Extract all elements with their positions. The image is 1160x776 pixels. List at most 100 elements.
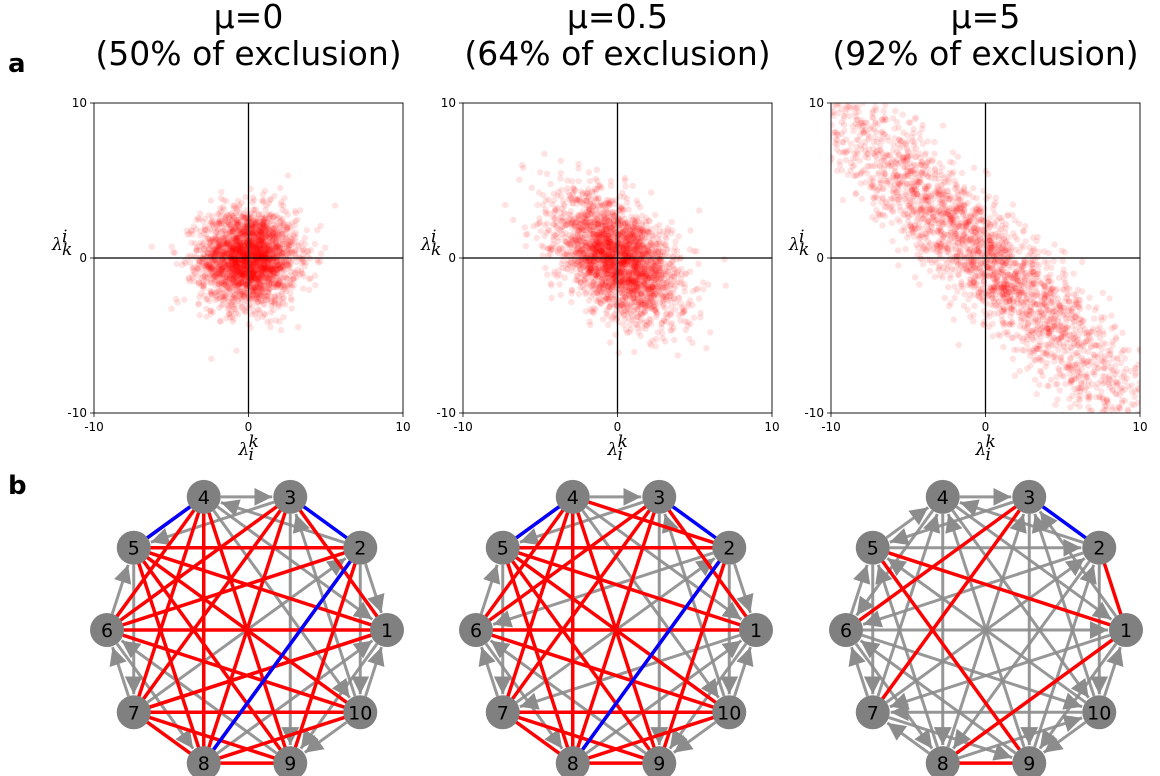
- scatter-point: [674, 352, 682, 359]
- scatter-point: [252, 268, 259, 275]
- scatter-point: [200, 230, 207, 237]
- scatter-point: [251, 245, 259, 252]
- scatter-point: [273, 259, 280, 266]
- scatter-point: [556, 226, 563, 233]
- scatter-point: [317, 222, 324, 230]
- scatter-point: [221, 281, 229, 288]
- scatter-point: [258, 267, 266, 274]
- scatter-point: [298, 239, 305, 246]
- scatter-point: [280, 258, 288, 266]
- scatter-point: [278, 274, 285, 281]
- scatter-point: [236, 283, 243, 291]
- scatter-point: [654, 329, 661, 336]
- scatter-point: [243, 274, 250, 281]
- scatter-point: [502, 201, 509, 209]
- scatter-point: [271, 270, 278, 277]
- scatter-point: [259, 221, 266, 228]
- scatter-point: [264, 262, 272, 270]
- scatter-point: [239, 247, 246, 254]
- scatter-point: [248, 277, 256, 285]
- scatter-point: [212, 296, 219, 304]
- scatter-point: [265, 249, 272, 257]
- y-tick-label: -10: [67, 406, 87, 420]
- scatter-point: [229, 262, 236, 269]
- scatter-point: [224, 251, 231, 258]
- scatter-point: [241, 251, 248, 258]
- scatter-point: [209, 264, 216, 271]
- scatter-point: [278, 250, 286, 257]
- scatter-point: [260, 257, 267, 264]
- scatter-point: [237, 264, 244, 271]
- scatter-point: [262, 247, 269, 255]
- scatter-point: [268, 280, 275, 287]
- scatter-point: [204, 249, 211, 257]
- scatter-point: [232, 287, 239, 294]
- scatter-point: [227, 221, 234, 229]
- scatter-point: [254, 276, 261, 283]
- y-tick-label: 0: [79, 251, 87, 265]
- scatter-point: [218, 244, 226, 252]
- scatter-point: [619, 253, 626, 261]
- scatter-point: [237, 263, 245, 271]
- scatter-point: [251, 243, 258, 250]
- scatter-point: [580, 201, 587, 208]
- scatter-point: [254, 270, 261, 278]
- scatter-point: [279, 245, 286, 253]
- scatter-point: [213, 270, 221, 277]
- scatter-point: [579, 189, 587, 197]
- scatter-point: [242, 298, 249, 305]
- scatter-point: [265, 230, 272, 238]
- scatter-point: [251, 249, 258, 256]
- scatter-point: [284, 247, 291, 255]
- scatter-point: [189, 271, 196, 279]
- scatter-point: [281, 284, 288, 291]
- scatter-point: [251, 228, 259, 235]
- scatter-point: [262, 266, 270, 273]
- scatter-point: [265, 267, 272, 274]
- scatter-point: [223, 273, 231, 280]
- scatter-point: [232, 276, 239, 283]
- scatter-point: [213, 248, 220, 255]
- scatter-point: [266, 270, 274, 278]
- scatter-point: [256, 250, 263, 258]
- scatter-point: [566, 244, 573, 251]
- scatter-point: [225, 288, 232, 296]
- scatter-point: [225, 304, 233, 311]
- scatter-point: [231, 226, 238, 233]
- scatter-point: [594, 177, 601, 184]
- scatter-point: [649, 303, 656, 310]
- scatter-point: [271, 265, 278, 272]
- scatter-point: [271, 247, 278, 254]
- scatter-point: [230, 279, 237, 286]
- scatter-point: [223, 249, 230, 257]
- scatter-point: [648, 189, 655, 196]
- scatter-point: [264, 259, 271, 266]
- scatter-point: [252, 249, 259, 256]
- scatter-point: [238, 273, 246, 280]
- scatter-point: [240, 257, 247, 264]
- scatter-point: [246, 304, 253, 312]
- scatter-point: [249, 199, 256, 206]
- scatter-point: [237, 245, 244, 253]
- scatter-point: [263, 248, 270, 255]
- scatter-point: [290, 281, 297, 289]
- scatter-point: [228, 302, 235, 309]
- scatter-point: [255, 265, 262, 273]
- scatter-point: [216, 262, 224, 269]
- scatter-point: [586, 318, 593, 325]
- scatter-point: [235, 250, 242, 258]
- scatter-point: [254, 249, 261, 256]
- scatter-point: [275, 300, 283, 307]
- scatter-point: [240, 238, 247, 245]
- scatter-point: [259, 268, 266, 276]
- scatter-point: [269, 257, 277, 264]
- scatter-point: [230, 293, 238, 300]
- scatter-point: [227, 268, 234, 275]
- scatter-point: [261, 265, 268, 272]
- scatter-point: [227, 217, 234, 224]
- scatter-point: [269, 250, 276, 257]
- scatter-point: [257, 254, 264, 261]
- scatter-point: [260, 269, 267, 276]
- scatter-point: [248, 276, 255, 284]
